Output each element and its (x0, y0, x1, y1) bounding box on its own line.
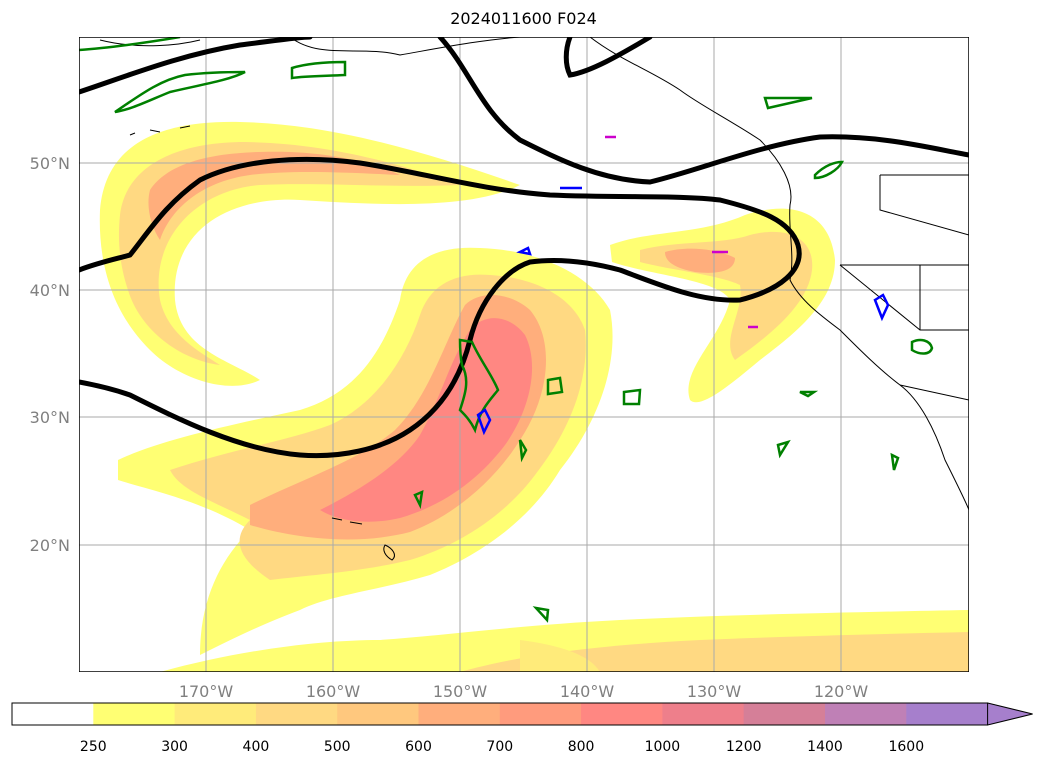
colorbar-segment (255, 703, 338, 725)
colorbar-tick-label: 800 (568, 739, 595, 755)
colorbar-tick-label: 1600 (888, 739, 924, 755)
colorbar-tick-label: 1000 (645, 739, 681, 755)
lat-label-50: 50°N (30, 154, 70, 173)
colorbar-tick-label: 1200 (726, 739, 762, 755)
lon-label-170: 170°W (179, 682, 234, 701)
colorbar-segment (825, 703, 907, 725)
lon-labels: 170°W 160°W 150°W 140°W 130°W 120°W (179, 682, 869, 701)
colorbar-segment (174, 703, 257, 725)
lon-label-140: 140°W (560, 682, 615, 701)
colorbar-tick-label: 600 (405, 739, 432, 755)
coastlines (99, 37, 969, 561)
height-contours (79, 37, 969, 459)
colorbar-labels: 250 300 400 500 600 700 800 1000 1200 1400 1600 (80, 739, 924, 755)
colorbar-segment (743, 703, 826, 725)
colorbar-tick-label: 700 (486, 739, 513, 755)
colorbar-tick-label: 1400 (807, 739, 843, 755)
colorbar-segment (499, 703, 582, 725)
lat-label-30: 30°N (30, 408, 70, 427)
colorbar-tick-label: 400 (243, 739, 270, 755)
magenta-contours (605, 135, 758, 329)
plot-area (79, 37, 969, 672)
colorbar-segment (906, 703, 989, 725)
lon-label-120: 120°W (814, 682, 869, 701)
green-contours (79, 37, 934, 623)
colorbar-tick-label: 500 (324, 739, 351, 755)
colorbar (11, 702, 1033, 726)
colorbar-segment (12, 703, 94, 725)
lon-label-160: 160°W (306, 682, 361, 701)
colorbar-tick-label: 250 (80, 739, 107, 755)
colorbar-segment (418, 703, 501, 725)
blue-contours (476, 186, 890, 436)
lon-label-130: 130°W (687, 682, 742, 701)
lon-label-150: 150°W (433, 682, 488, 701)
colorbar-segment (337, 703, 419, 725)
colorbar-tick-label: 300 (161, 739, 188, 755)
lat-label-20: 20°N (30, 536, 70, 555)
map-title: 2024011600 F024 (450, 9, 597, 28)
colorbar-extend-arrow (987, 702, 1033, 726)
colorbar-segment (662, 703, 745, 725)
lat-labels: 50°N 40°N 30°N 20°N (30, 154, 70, 555)
graticule (79, 37, 969, 672)
colorbar-segment (581, 703, 663, 725)
colorbar-segment (93, 703, 176, 725)
lat-label-40: 40°N (30, 281, 70, 300)
